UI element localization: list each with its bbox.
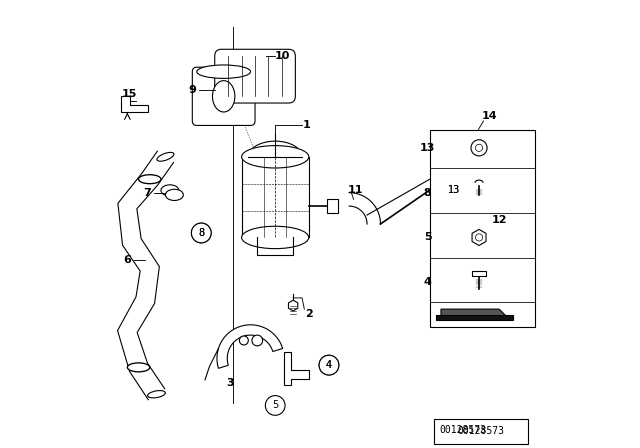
Text: 11: 11 [348,185,364,195]
Text: 4: 4 [326,360,332,370]
Ellipse shape [242,226,309,249]
Ellipse shape [139,175,161,184]
Circle shape [191,223,211,243]
Polygon shape [472,271,486,276]
Polygon shape [441,309,506,316]
Ellipse shape [212,81,235,112]
Polygon shape [289,300,298,311]
Text: 00128573: 00128573 [458,426,505,436]
Text: 4: 4 [424,277,431,287]
Text: 12: 12 [492,215,507,224]
Polygon shape [121,96,148,112]
Text: 8: 8 [424,188,431,198]
FancyBboxPatch shape [430,130,535,327]
Circle shape [454,164,486,195]
Ellipse shape [452,149,488,160]
Circle shape [471,140,487,156]
Text: 13: 13 [448,185,461,195]
Text: 8: 8 [198,228,204,238]
Text: 8: 8 [198,228,204,238]
Circle shape [239,336,248,345]
Ellipse shape [127,363,150,372]
FancyBboxPatch shape [242,157,309,237]
FancyBboxPatch shape [215,49,296,103]
Text: 7: 7 [143,188,152,198]
Text: 15: 15 [122,89,138,99]
Polygon shape [284,352,309,385]
Text: 5: 5 [424,233,431,242]
Ellipse shape [157,152,174,161]
Text: 1: 1 [303,121,310,130]
Circle shape [476,144,483,151]
Text: 10: 10 [274,51,290,61]
Circle shape [319,355,339,375]
FancyBboxPatch shape [435,419,529,444]
Ellipse shape [161,185,179,196]
Ellipse shape [507,172,514,186]
Text: 3: 3 [227,378,234,388]
Circle shape [319,355,339,375]
Polygon shape [472,229,486,246]
Text: 9: 9 [188,85,196,95]
Text: 00128573: 00128573 [440,425,487,435]
Text: 5: 5 [272,401,278,410]
Ellipse shape [165,190,184,201]
FancyBboxPatch shape [436,315,513,320]
Text: 13: 13 [448,185,461,195]
Polygon shape [217,325,283,368]
Circle shape [191,223,211,243]
Ellipse shape [242,146,309,168]
Circle shape [476,234,483,241]
Text: 14: 14 [481,112,497,121]
Text: 6: 6 [124,255,131,265]
Text: 4: 4 [326,360,332,370]
Text: 13: 13 [420,143,435,153]
Ellipse shape [148,391,165,398]
Ellipse shape [197,65,251,78]
Circle shape [266,396,285,415]
FancyBboxPatch shape [327,199,338,213]
FancyBboxPatch shape [192,67,255,125]
Circle shape [252,335,262,346]
Circle shape [445,181,464,200]
FancyBboxPatch shape [441,150,499,208]
Text: 2: 2 [305,309,313,319]
Ellipse shape [485,204,500,213]
Circle shape [445,181,464,200]
